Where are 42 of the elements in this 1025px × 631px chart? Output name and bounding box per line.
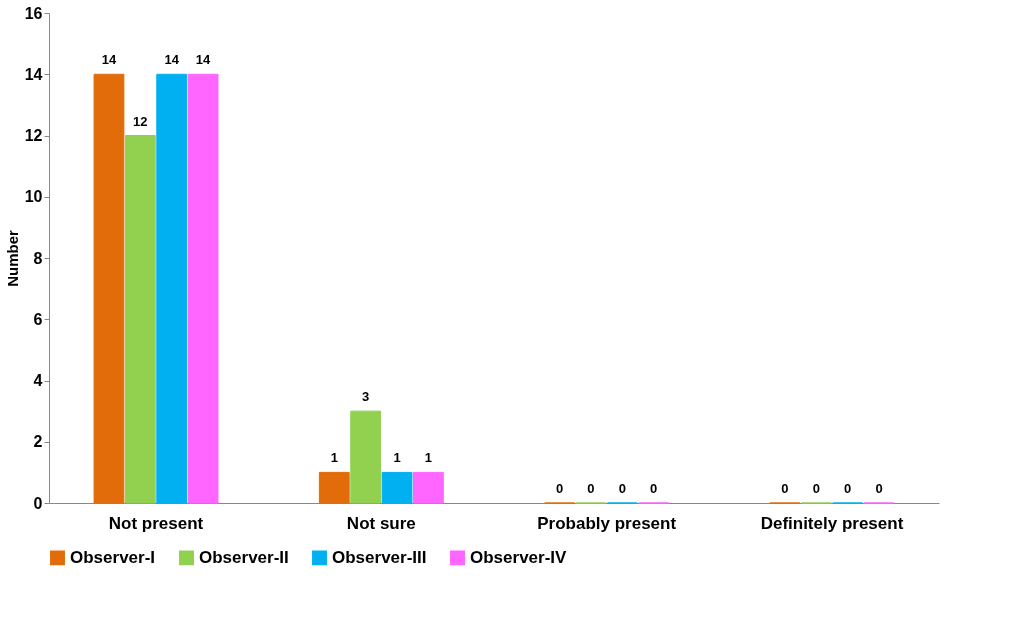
data-label: 14 bbox=[164, 52, 180, 68]
bar bbox=[381, 471, 413, 504]
data-label: 3 bbox=[362, 389, 370, 405]
data-label: 1 bbox=[424, 450, 433, 466]
y-axis-title: Number bbox=[3, 230, 21, 287]
data-label: 0 bbox=[781, 481, 789, 496]
y-tick-label: 12 bbox=[24, 127, 43, 144]
data-label: 0 bbox=[844, 481, 852, 496]
legend-label: Observer-I bbox=[70, 547, 156, 567]
y-tick-label: 0 bbox=[33, 494, 43, 512]
x-tick-label: Probably present bbox=[537, 513, 677, 533]
y-tick-label: 6 bbox=[33, 310, 43, 328]
x-tick-label: Definitely present bbox=[760, 513, 904, 533]
bar bbox=[124, 135, 156, 504]
y-tick-label: 2 bbox=[33, 433, 43, 451]
data-label: 0 bbox=[875, 481, 883, 496]
y-tick-label: 4 bbox=[33, 372, 43, 389]
y-tick-label: 14 bbox=[24, 65, 43, 83]
bar bbox=[93, 73, 125, 504]
data-label: 0 bbox=[812, 481, 820, 496]
bar bbox=[187, 73, 219, 504]
data-label: 0 bbox=[555, 481, 564, 496]
x-tick-label: Not sure bbox=[346, 513, 416, 533]
legend-label: Observer-II bbox=[199, 547, 289, 567]
legend-label: Observer-III bbox=[332, 547, 427, 567]
data-label: 1 bbox=[393, 450, 401, 466]
data-label: 0 bbox=[618, 481, 626, 496]
y-tick-label: 8 bbox=[33, 249, 43, 267]
x-tick-label: Not present bbox=[108, 513, 204, 533]
data-label: 0 bbox=[587, 481, 595, 496]
data-label: 12 bbox=[133, 113, 148, 129]
legend-label: Observer-IV bbox=[470, 547, 568, 567]
y-tick-label: 10 bbox=[24, 188, 43, 206]
data-label: 0 bbox=[650, 481, 658, 496]
data-label: 14 bbox=[195, 52, 212, 68]
bar bbox=[318, 471, 350, 504]
data-label: 14 bbox=[101, 52, 117, 68]
bar bbox=[350, 410, 382, 504]
bar bbox=[413, 471, 444, 504]
bar bbox=[156, 73, 188, 504]
y-tick-label: 16 bbox=[24, 4, 43, 22]
data-label: 1 bbox=[330, 450, 338, 466]
